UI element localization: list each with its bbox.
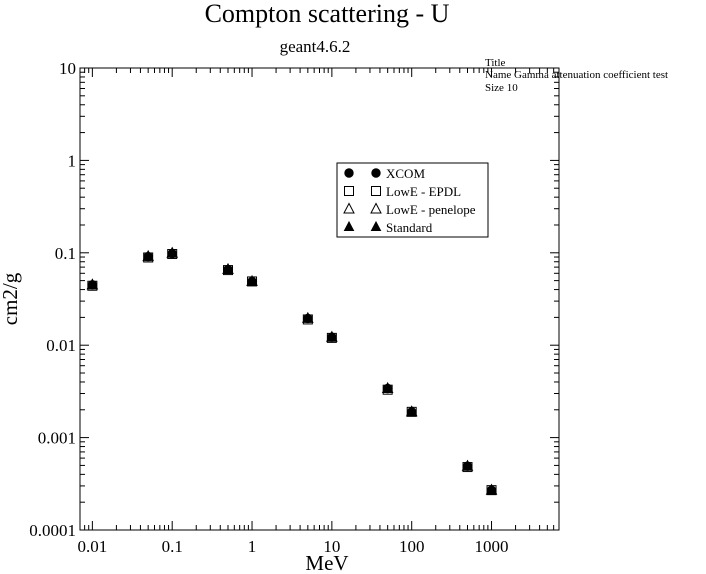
series-xcom [87, 248, 497, 495]
data-point [382, 382, 393, 393]
y-axis-label: cm2/g [0, 272, 22, 325]
data-point [87, 278, 98, 289]
legend-entry: XCOM [344, 166, 425, 181]
data-point [246, 275, 258, 286]
legend-label: XCOM [386, 166, 425, 181]
y-tick-label: 0.1 [55, 244, 76, 263]
data-point [302, 312, 314, 323]
legend-marker [371, 168, 381, 178]
x-tick-label: 10 [323, 537, 340, 556]
x-tick-label: 1000 [475, 537, 509, 556]
legend-marker [371, 186, 381, 196]
y-tick-label: 0.001 [38, 429, 76, 448]
chart-title: Compton scattering - U [205, 0, 450, 28]
chart-subtitle: geant4.6.2 [280, 37, 351, 56]
legend: XCOM LowE - EPDL LowE - penelope Standard [336, 162, 489, 238]
data-points [86, 246, 498, 496]
data-point [462, 460, 473, 471]
x-tick-label: 100 [399, 537, 425, 556]
x-axis-label: MeV [305, 551, 348, 574]
axis-tick-labels: 0.01 0.1 1 10 100 1000 0.0001 0.001 0.01 0.1 1 10 [29, 59, 508, 556]
legend-entry: LowE - EPDL [344, 184, 461, 199]
legend-entry: LowE - penelope [343, 202, 476, 217]
legend-marker [370, 202, 382, 214]
annotation-name: Name Gamma attenuation coefficient test [485, 69, 668, 81]
y-tick-label: 10 [59, 59, 76, 78]
annotation-title: Title [485, 57, 506, 69]
annotation-size: Size 10 [485, 82, 518, 94]
legend-marker [343, 220, 355, 231]
series-lowe-penelope [86, 246, 498, 495]
data-point [406, 405, 418, 416]
data-point [166, 247, 178, 258]
legend-marker [344, 168, 354, 178]
data-point [142, 250, 154, 261]
x-tick-label: 1 [248, 537, 257, 556]
legend-label: LowE - EPDL [386, 184, 461, 199]
legend-marker [343, 202, 355, 214]
plot-frame [79, 67, 560, 531]
data-point [486, 484, 497, 495]
series-lowe-epdl [87, 249, 497, 496]
legend-label: LowE - penelope [386, 202, 476, 217]
data-point [326, 331, 338, 342]
y-tick-label: 0.0001 [29, 521, 76, 540]
x-tick-label: 0.01 [77, 537, 107, 556]
x-tick-label: 0.1 [162, 537, 183, 556]
legend-label: Standard [386, 220, 433, 235]
legend-marker [344, 186, 354, 196]
axis-ticks [79, 67, 560, 531]
legend-entry: Standard [343, 220, 433, 235]
data-point [222, 263, 234, 274]
series-standard [87, 247, 497, 495]
y-tick-label: 0.01 [46, 336, 76, 355]
legend-box [336, 162, 489, 238]
annotation: Title Name Gamma attenuation coefficient… [485, 57, 668, 94]
legend-marker [370, 220, 382, 231]
y-tick-label: 1 [68, 151, 77, 170]
